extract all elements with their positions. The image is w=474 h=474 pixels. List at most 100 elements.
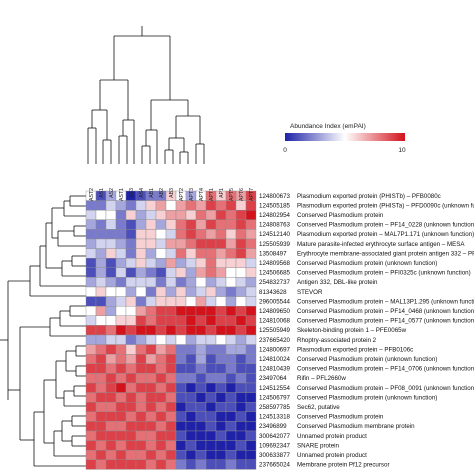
heatmap-cell: [165, 238, 177, 249]
heatmap-cell: [105, 248, 117, 259]
row-name-label: Mature parasite-infected erythrocyte sur…: [297, 241, 465, 248]
heatmap-cell: [185, 200, 197, 211]
heatmap-cell: [175, 392, 187, 403]
heatmap-cell: [115, 219, 127, 230]
heatmap-cell: [225, 344, 237, 355]
heatmap-cell: [105, 430, 117, 441]
heatmap-cell: [145, 334, 157, 345]
heatmap-cell: [235, 238, 247, 249]
heatmap-cell: [85, 421, 97, 432]
heatmap-cell: [135, 392, 147, 403]
column-label: AB1: [149, 188, 155, 198]
row-name-label: Conserved Plasmodium protein – PF14_0577…: [297, 318, 474, 325]
row-id-label: 81343628: [259, 289, 287, 296]
heatmap-cell: [235, 334, 247, 345]
heatmap-cell: [195, 277, 207, 288]
heatmap-cell: [85, 258, 97, 269]
heatmap-cell: [135, 238, 147, 249]
heatmap-cell: [185, 344, 197, 355]
heatmap-cell: [185, 315, 197, 326]
heatmap-cell: [195, 296, 207, 307]
heatmap-cell: [135, 421, 147, 432]
heatmap-cell: [205, 229, 217, 240]
row-name-label: Conserved Plasmodium protein: [297, 212, 384, 219]
row-id-label: 124810024: [259, 356, 291, 363]
column-label: APT4: [199, 188, 205, 201]
heatmap-cell: [85, 296, 97, 307]
row-name-label: Conserved Plasmodium protein (unknown fu…: [297, 394, 437, 401]
heatmap-cell: [175, 209, 187, 220]
row-name-label: Rhoptry-associated protein 2: [297, 337, 377, 344]
heatmap-cell: [125, 450, 137, 461]
heatmap-cell: [165, 344, 177, 355]
heatmap-cell: [245, 306, 257, 317]
heatmap-cell: [175, 334, 187, 345]
heatmap-cell: [175, 344, 187, 355]
heatmap-cell: [165, 325, 177, 336]
heatmap-cell: [195, 450, 207, 461]
heatmap-cell: [185, 382, 197, 393]
heatmap-cell: [215, 325, 227, 336]
heatmap-cell: [175, 402, 187, 413]
heatmap-cell: [245, 296, 257, 307]
heatmap-cell: [175, 373, 187, 384]
row-id-label: 124808763: [259, 222, 291, 229]
heatmap-cell: [195, 219, 207, 230]
heatmap-cell: [105, 440, 117, 451]
row-name-label: Conserved Plasmodium protein (unknown fu…: [297, 260, 437, 267]
column-label: APT5: [229, 188, 235, 201]
heatmap-cell: [185, 286, 197, 297]
heatmap-cell: [185, 411, 197, 422]
heatmap-cell: [175, 286, 187, 297]
heatmap-cell: [95, 286, 107, 297]
heatmap-cell: [205, 382, 217, 393]
heatmap-cell: [225, 296, 237, 307]
heatmap-cell: [165, 411, 177, 422]
heatmap-cell: [195, 382, 207, 393]
heatmap-cell: [185, 354, 197, 365]
heatmap-cell: [215, 219, 227, 230]
heatmap-cell: [95, 402, 107, 413]
heatmap-cell: [85, 277, 97, 288]
heatmap-cell: [235, 325, 247, 336]
heatmap-cell: [225, 267, 237, 278]
heatmap-cell: [135, 382, 147, 393]
row-id-label: 124810439: [259, 366, 291, 373]
row-id-label: 124505185: [259, 202, 291, 209]
heatmap-cell: [105, 354, 117, 365]
row-id-label: 300633877: [259, 452, 291, 459]
heatmap-cell: [115, 421, 127, 432]
heatmap-cell: [215, 238, 227, 249]
heatmap-cell: [155, 229, 167, 240]
heatmap-cell: [95, 267, 107, 278]
row-name-label: Conserved Plasmodium protein – PF08_0091…: [297, 385, 474, 392]
heatmap-cell: [235, 373, 247, 384]
heatmap-cell: [95, 354, 107, 365]
heatmap-cell: [155, 267, 167, 278]
heatmap-cell: [195, 354, 207, 365]
heatmap-cell: [205, 334, 217, 345]
heatmap-cell: [225, 209, 237, 220]
heatmap-cell: [145, 267, 157, 278]
heatmap-cell: [85, 382, 97, 393]
heatmap-cell: [215, 334, 227, 345]
heatmap-cell: [235, 440, 247, 451]
row-labels: 124800673 Plasmodium exported protein (PH…: [259, 193, 474, 469]
row-id-label: 237665420: [259, 337, 291, 344]
heatmap-cell: [115, 325, 127, 336]
heatmap-cell: [105, 306, 117, 317]
heatmap-cell: [205, 238, 217, 249]
heatmap-cell: [95, 392, 107, 403]
heatmap-cell: [135, 306, 147, 317]
heatmap-cell: [165, 450, 177, 461]
heatmap-cell: [205, 209, 217, 220]
heatmap-cell: [155, 258, 167, 269]
heatmap-cell: [105, 219, 117, 230]
heatmap-cell: [135, 334, 147, 345]
heatmap-cell: [225, 258, 237, 269]
heatmap-cell: [85, 430, 97, 441]
heatmap-cell: [225, 402, 237, 413]
heatmap-cell: [85, 440, 97, 451]
heatmap-cell: [165, 286, 177, 297]
row-id-label: 124809650: [259, 308, 291, 315]
